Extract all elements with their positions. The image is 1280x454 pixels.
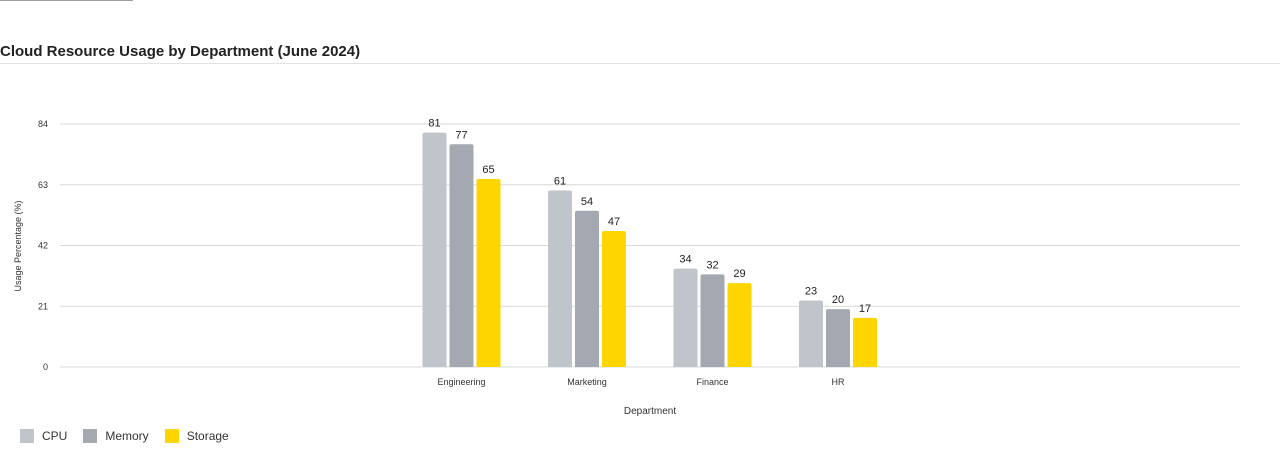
data-label: 61 [554,176,566,188]
y-tick-label: 21 [38,301,48,311]
legend: CPU Memory Storage [20,429,245,443]
y-tick-label: 0 [43,362,48,372]
legend-swatch [83,429,98,443]
title-divider [0,63,1280,64]
bar-memory-engineering [449,144,474,367]
bar-storage-marketing [602,231,626,367]
bar-storage-engineering [476,178,501,367]
data-label: 54 [581,196,593,208]
legend-swatch [20,429,34,443]
data-label: 20 [832,294,844,306]
bar-cpu-finance [673,268,698,367]
data-label: 47 [608,216,620,228]
bar-cpu-marketing [548,190,572,367]
data-labels: 81 77 65 61 54 47 34 32 29 23 20 17 [428,118,871,315]
x-tick-label: HR [832,377,845,387]
y-axis-label: Usage Percentage (%) [13,200,23,291]
x-tick-label: Finance [696,377,728,387]
bar-cpu-hr [799,300,823,367]
bar-storage-hr [853,317,877,367]
data-label: 34 [679,254,691,266]
x-tick-label: Engineering [437,377,485,387]
x-axis-label: Department [624,406,676,417]
bar-cpu-engineering [422,132,447,367]
top-divider-stub [0,0,133,1]
x-tick-label: Marketing [567,377,607,387]
bar-memory-marketing [575,210,599,367]
legend-label: Memory [105,429,149,443]
legend-swatch [164,429,179,443]
data-label: 77 [455,129,467,141]
legend-item-storage[interactable]: Storage [164,429,229,443]
bars-group [422,132,877,367]
legend-label: CPU [42,429,68,443]
y-tick-label: 84 [38,119,48,129]
data-label: 65 [482,164,494,176]
y-axis-ticks: 0 21 42 63 84 [38,119,48,372]
bar-storage-finance [727,283,752,367]
data-label: 23 [805,285,817,297]
legend-item-cpu[interactable]: CPU [20,429,67,443]
data-label: 29 [733,268,745,280]
bar-memory-finance [700,274,725,367]
y-tick-label: 42 [38,241,48,251]
legend-label: Storage [186,429,229,443]
bar-memory-hr [826,309,850,367]
gridlines [60,123,1240,368]
data-label: 81 [428,118,440,130]
y-tick-label: 63 [38,180,48,190]
data-label: 32 [706,259,718,271]
data-label: 17 [859,303,871,315]
x-axis-ticks: Engineering Marketing Finance HR [437,377,845,387]
chart-title: Cloud Resource Usage by Department (June… [0,43,361,60]
legend-item-memory[interactable]: Memory [83,429,149,443]
